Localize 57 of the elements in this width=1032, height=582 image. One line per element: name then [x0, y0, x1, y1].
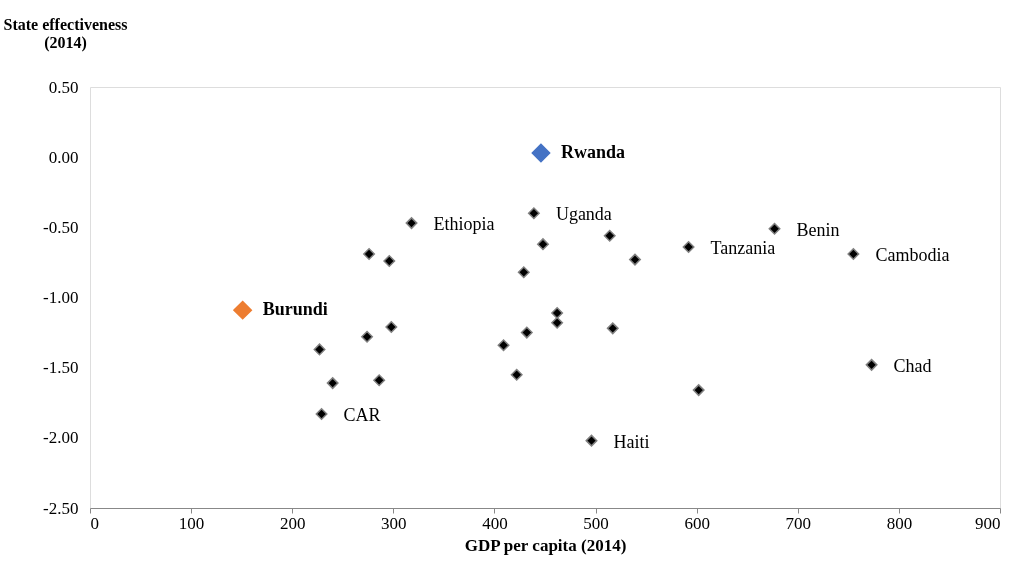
annotation: Ethiopia	[433, 214, 495, 235]
x-tick-label: 200	[279, 513, 306, 533]
x-tick-label: 0	[90, 513, 99, 533]
x-tick-label: 700	[785, 513, 812, 533]
series-label: Rwanda	[560, 141, 625, 162]
point	[313, 343, 326, 356]
y-tick-label: -2.50	[43, 498, 79, 518]
annotation: Benin	[796, 219, 840, 240]
y-tick-label: -2.00	[43, 428, 79, 448]
point	[531, 143, 551, 163]
point	[373, 374, 386, 387]
point	[585, 434, 598, 447]
x-tick-label: 800	[886, 513, 913, 533]
point	[315, 407, 328, 420]
point	[847, 248, 860, 260]
point	[383, 255, 396, 268]
point	[603, 229, 616, 242]
x-tick-label: 300	[381, 513, 407, 533]
annotation: Tanzania	[710, 237, 776, 258]
y-tick-label: 0.50	[48, 77, 79, 97]
point	[865, 358, 878, 371]
point	[361, 330, 374, 343]
point	[520, 326, 533, 339]
annotation: Cambodia	[875, 245, 950, 265]
point	[551, 306, 564, 319]
point	[385, 320, 398, 333]
point	[517, 266, 530, 279]
y-tick-label: 0.00	[48, 147, 79, 167]
point	[692, 384, 705, 397]
point	[768, 222, 781, 235]
x-tick-label: 400	[482, 513, 508, 533]
annotation: Haiti	[613, 431, 650, 452]
annotation: CAR	[343, 404, 381, 425]
point	[606, 322, 619, 335]
point	[497, 339, 510, 352]
point	[326, 377, 339, 390]
x-tick-label: 100	[178, 513, 205, 533]
point	[510, 368, 523, 381]
x-tick-label: 500	[583, 513, 609, 533]
point	[233, 300, 253, 320]
x-axis-title: GDP per capita (2014)	[464, 535, 627, 555]
point	[551, 316, 564, 329]
y-tick-label: -0.50	[43, 217, 79, 237]
point	[536, 238, 549, 251]
y-axis-title: State effectiveness (2014)	[3, 15, 128, 52]
y-tick-label: -1.50	[43, 358, 79, 378]
x-tick-label: 600	[684, 513, 710, 533]
series-label: Burundi	[262, 299, 328, 320]
x-tick-label: 900	[975, 513, 1001, 533]
point	[363, 248, 376, 260]
point	[682, 240, 695, 253]
annotation: Chad	[893, 355, 932, 376]
y-tick-label: -1.00	[43, 288, 79, 307]
annotation: Uganda	[555, 204, 612, 225]
point	[405, 217, 418, 230]
point	[628, 253, 641, 266]
point	[527, 207, 540, 220]
